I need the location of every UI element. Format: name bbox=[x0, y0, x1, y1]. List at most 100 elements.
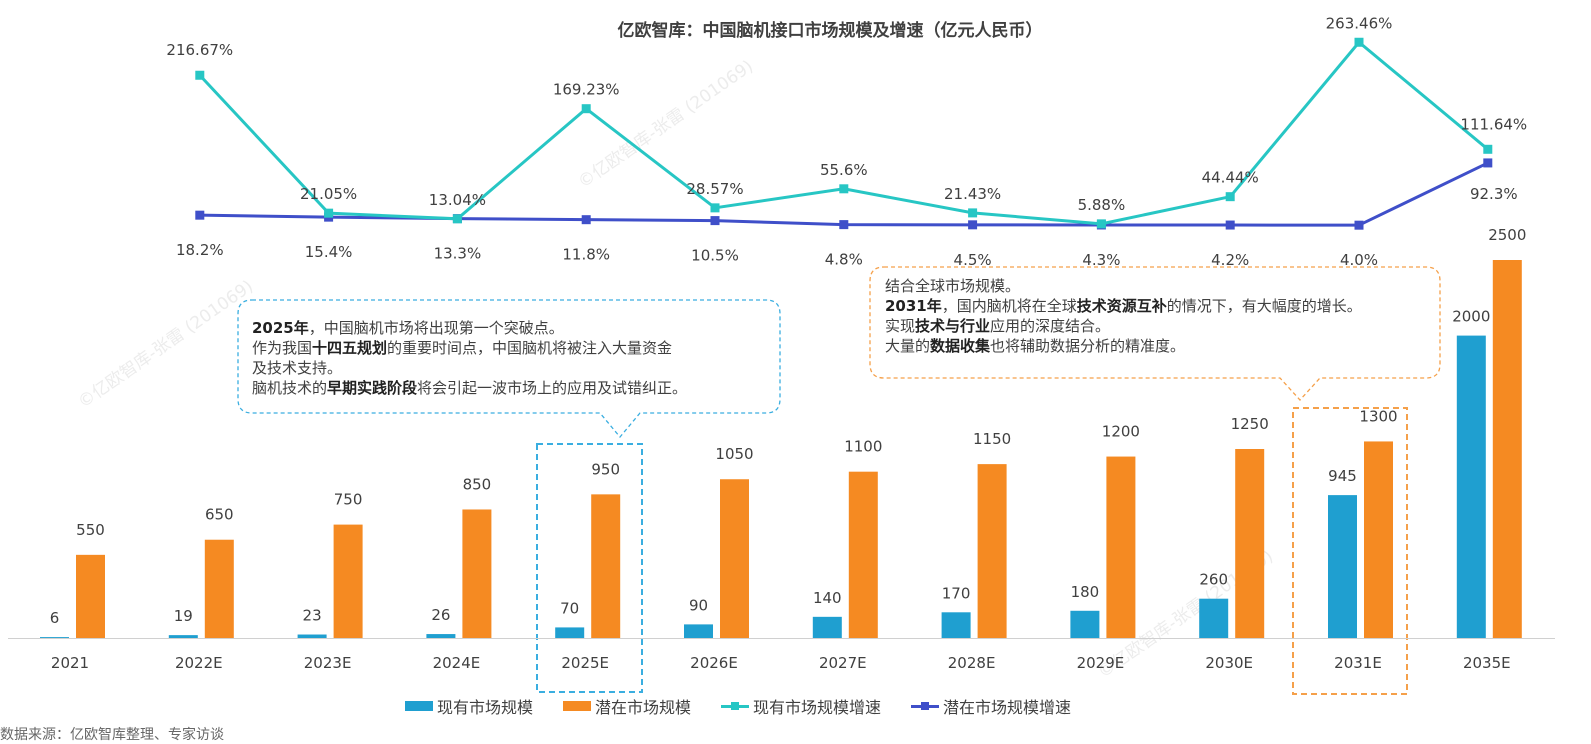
chart-title: 亿欧智库：中国脑机接口市场规模及增速（亿元人民币） bbox=[617, 21, 1043, 41]
bar-potential bbox=[848, 471, 878, 638]
bar-potential bbox=[1235, 449, 1265, 638]
x-tick-label: 2026E bbox=[690, 654, 738, 672]
marker-potential-growth bbox=[839, 220, 849, 230]
callout-text: 脑机技术的 bbox=[252, 379, 328, 397]
x-tick-label: 2029E bbox=[1077, 654, 1125, 672]
marker-current-growth bbox=[1096, 219, 1106, 229]
line-label-current-growth: 13.04% bbox=[429, 191, 486, 209]
marker-current-growth bbox=[324, 208, 334, 218]
data-label: 850 bbox=[463, 475, 492, 493]
marker-current-growth bbox=[968, 208, 978, 218]
bar-potential bbox=[1492, 260, 1522, 638]
line-label-potential-growth: 15.4% bbox=[305, 243, 353, 261]
data-label: 750 bbox=[334, 491, 363, 509]
bar-current bbox=[40, 637, 69, 638]
marker-potential-growth bbox=[1225, 220, 1235, 230]
legend-item-potential-growth: 潜在市场规模增速 bbox=[911, 694, 1071, 718]
x-tick-label: 2024E bbox=[433, 654, 481, 672]
x-tick-label: 2030E bbox=[1205, 654, 1253, 672]
callout-text: 技术资源互补 bbox=[1076, 297, 1167, 315]
legend-label: 现有市场规模 bbox=[437, 698, 534, 717]
legend-label: 潜在市场规模增速 bbox=[943, 698, 1072, 717]
callout-text: 的情况下，有大幅度的增长。 bbox=[1166, 297, 1362, 315]
marker-potential-growth bbox=[195, 210, 205, 220]
line-label-potential-growth: 11.8% bbox=[562, 246, 610, 264]
marker-current-growth bbox=[452, 214, 462, 224]
data-label: 260 bbox=[1199, 571, 1228, 589]
data-label: 19 bbox=[174, 607, 193, 625]
callout-text: 大量的 bbox=[885, 337, 931, 355]
legend-line bbox=[911, 701, 940, 710]
callout-text: 及技术支持。 bbox=[252, 359, 343, 377]
callout-text: 数据收集 bbox=[930, 337, 991, 355]
bar-current bbox=[684, 624, 713, 638]
bar-current bbox=[555, 627, 585, 638]
bar-current bbox=[297, 634, 327, 638]
callout-text: 早期实践阶段 bbox=[327, 379, 418, 397]
callout-text: 将会引起一波市场上的应用及试错纠正。 bbox=[417, 379, 688, 397]
x-tick-label: 2025E bbox=[561, 654, 609, 672]
bar-potential bbox=[462, 509, 492, 638]
callout-text: 十四五规划 bbox=[312, 339, 388, 357]
line-label-current-growth: 263.46% bbox=[1326, 14, 1393, 32]
x-tick-label: 2028E bbox=[948, 654, 996, 672]
line-label-potential-growth: 10.5% bbox=[691, 247, 739, 265]
callout-box-2031 bbox=[869, 266, 1441, 401]
line-label-potential-growth: 4.8% bbox=[825, 251, 863, 269]
line-label-current-growth: 111.64% bbox=[1460, 115, 1527, 133]
legend-item-current: 现有市场规模 bbox=[405, 694, 533, 718]
marker-current-growth bbox=[1354, 37, 1364, 47]
line-label-potential-growth: 18.2% bbox=[176, 241, 224, 259]
data-label: 1050 bbox=[715, 445, 753, 463]
bar-current bbox=[426, 634, 456, 638]
marker-current-growth bbox=[1483, 144, 1493, 154]
callout-box-2025 bbox=[237, 299, 781, 439]
data-label: 950 bbox=[591, 460, 620, 478]
line-label-current-growth: 21.05% bbox=[300, 185, 357, 203]
bar-current bbox=[941, 612, 971, 638]
marker-potential-growth bbox=[581, 215, 591, 225]
callout-2031: 结合全球市场规模。 2031年，国内脑机将在全球技术资源互补的情况下，有大幅度的… bbox=[885, 276, 1362, 356]
x-tick-label: 2031E bbox=[1334, 654, 1382, 672]
data-label: 140 bbox=[813, 589, 842, 607]
data-label: 170 bbox=[942, 584, 971, 602]
data-label: 945 bbox=[1328, 467, 1357, 485]
line-label-potential-growth: 4.2% bbox=[1211, 251, 1249, 269]
bar-potential bbox=[76, 554, 105, 638]
callout-text: 2031年 bbox=[885, 297, 942, 315]
bar-current bbox=[1328, 495, 1357, 638]
x-tick-label: 2027E bbox=[819, 654, 867, 672]
legend-item-current-growth: 现有市场规模增速 bbox=[721, 694, 881, 718]
callout-text: 作为我国 bbox=[252, 339, 313, 357]
bar-potential bbox=[333, 524, 363, 638]
data-label: 70 bbox=[560, 599, 579, 617]
marker-potential-growth bbox=[968, 220, 978, 230]
line-label-current-growth: 216.67% bbox=[166, 41, 233, 59]
data-label: 650 bbox=[205, 506, 234, 524]
callout-text: 结合全球市场规模。 bbox=[885, 277, 1021, 295]
bar-current bbox=[812, 616, 842, 638]
line-label-potential-growth: 4.5% bbox=[954, 251, 992, 269]
data-label: 1100 bbox=[844, 438, 882, 456]
legend-item-potential: 潜在市场规模 bbox=[563, 694, 691, 718]
legend-line bbox=[721, 701, 750, 710]
callout-text: 实现 bbox=[885, 317, 916, 335]
legend: 现有市场规模 潜在市场规模 现有市场规模增速 潜在市场规模增速 bbox=[405, 694, 1071, 718]
legend-swatch bbox=[563, 701, 592, 711]
bar-current bbox=[168, 635, 198, 638]
line-label-current-growth: 55.6% bbox=[820, 161, 868, 179]
bar-potential bbox=[204, 539, 234, 638]
data-label: 2000 bbox=[1452, 308, 1490, 326]
line-current-growth bbox=[198, 40, 1489, 226]
data-label: 1300 bbox=[1359, 407, 1397, 425]
highlight-2025E bbox=[536, 443, 643, 693]
line-label-current-growth: 21.43% bbox=[944, 185, 1001, 203]
line-label-potential-growth: 13.3% bbox=[434, 245, 482, 263]
callout-text: 技术与行业 bbox=[915, 317, 991, 335]
line-label-current-growth: 169.23% bbox=[553, 81, 620, 99]
x-tick-label: 2035E bbox=[1463, 654, 1511, 672]
callout-text: ，国内脑机将在全球 bbox=[941, 297, 1077, 315]
data-label: 180 bbox=[1071, 583, 1100, 601]
line-label-potential-growth: 4.0% bbox=[1340, 251, 1378, 269]
bar-potential bbox=[1106, 456, 1136, 638]
